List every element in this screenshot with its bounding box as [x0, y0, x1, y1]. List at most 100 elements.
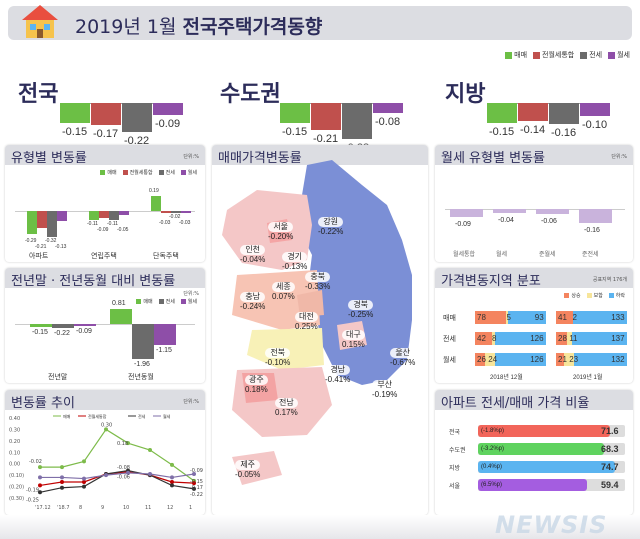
note-label: 공표지역 176개 — [592, 277, 627, 283]
summary-value: -0.15 — [62, 125, 88, 138]
summary-axis — [280, 103, 402, 104]
yoy-bar — [154, 324, 176, 345]
type-bar — [99, 211, 109, 219]
summary-value: -0.09 — [155, 117, 181, 130]
dist-value: 126 — [530, 355, 544, 364]
ratio-label: 전국 — [449, 430, 461, 436]
monthly-type-panel: 월세 유형별 변동률 단위:% -0.09 월세통합 -0.04 월세 -0.06 준월세… — [435, 145, 633, 262]
map-panel: 매매가격변동률 서울 -0.20% 인천 -0.04% 경기 -0.13% 강원 -0.22%… — [212, 145, 428, 515]
region-value: 0.17% — [275, 408, 298, 417]
ratio-change: (-3.2%p) — [481, 446, 505, 452]
monthly-value: -0.04 — [498, 216, 514, 224]
y-tick: 0.20 — [9, 439, 20, 445]
series-point — [82, 459, 86, 464]
type-value: -0.02 — [169, 214, 181, 221]
dist-row-label: 전세 — [443, 336, 456, 343]
map-region-label: 경기 -0.13% — [282, 252, 308, 272]
region-value: -0.33% — [305, 282, 331, 291]
x-tick: 11 — [145, 505, 151, 511]
type-value: -0.13 — [55, 243, 67, 250]
region-value: -0.04% — [240, 255, 266, 264]
y-tick: (0.20) — [9, 485, 24, 491]
summary-bar — [549, 103, 579, 124]
type-bar — [37, 211, 47, 228]
map-region-label: 제주 -0.05% — [235, 460, 261, 480]
type-value: -0.11 — [87, 220, 99, 227]
series-point — [148, 448, 152, 452]
dist-row-label: 매매 — [443, 315, 456, 322]
map-region-label: 대전 0.25% — [295, 312, 318, 332]
ratio-value: 74.7 — [601, 462, 619, 472]
dist-segment — [573, 311, 627, 324]
legend-label: 하락 — [615, 293, 625, 299]
legend-swatch — [505, 51, 513, 59]
series-point — [104, 427, 108, 432]
type-bar — [119, 211, 129, 215]
region-value: 0.18% — [245, 385, 268, 394]
series-point — [192, 472, 196, 476]
type-bar — [171, 211, 181, 213]
legend-label: 상승 — [571, 293, 581, 299]
region-value: -0.10% — [265, 358, 291, 367]
page-title: 2019년 1월 전국주택가격동향 — [75, 12, 322, 39]
dist-segment — [572, 311, 574, 324]
series-point — [170, 462, 174, 467]
map-region-label: 충남 -0.24% — [240, 292, 266, 312]
legend-label: 전세 — [589, 51, 603, 59]
legend-item: 월세 — [180, 169, 197, 176]
type-value: 0.19 — [149, 187, 159, 194]
region-name: 서울 — [268, 222, 294, 232]
summary-region-label: 전국 — [18, 82, 59, 107]
x-tick: '17.12 — [35, 505, 51, 511]
map-region-label: 충북 -0.33% — [305, 272, 331, 292]
y-tick: 0.40 — [9, 416, 20, 422]
summary-region-label: 수도권 — [220, 82, 281, 107]
legend-swatch — [100, 170, 106, 175]
distribution-panel: 가격변동지역 분포 공표지역 176개 상승 보합 하락 매매 78 5 93 41 2 133 전… — [435, 268, 633, 383]
dist-legend: 상승 보합 하락 — [564, 292, 625, 299]
ratio-value: 59.4 — [601, 480, 619, 490]
region-name: 충남 — [240, 292, 266, 302]
summary-bar — [122, 103, 152, 132]
ratio-label: 수도권 — [449, 448, 466, 454]
region-name: 충북 — [305, 272, 331, 282]
monthly-bar — [579, 209, 612, 224]
summary-value: -0.08 — [375, 116, 401, 129]
axis-line — [445, 209, 625, 210]
yoy-value: -1.96 — [134, 361, 150, 369]
series-point — [170, 483, 174, 488]
map-region-label: 경남 -0.41% — [325, 365, 351, 385]
summary-bar — [373, 103, 403, 114]
ratio-fill: (-3.2%p) — [478, 443, 604, 455]
legend-item: 상승 — [564, 292, 581, 299]
map-east-region — [297, 160, 412, 385]
series-point — [192, 481, 196, 486]
series-point — [60, 485, 64, 490]
region-value: 0.07% — [272, 292, 295, 301]
house-icon — [22, 5, 58, 38]
dist-segment — [491, 332, 496, 345]
type-change-panel: 유형별 변동률 단위:% 매매 전월세통합 전세 월세 -0.29 -0.21 -0.32-… — [5, 145, 205, 262]
legend-swatch — [122, 170, 128, 175]
dist-segment — [495, 353, 546, 366]
annotation: -0.19 — [26, 487, 39, 493]
legend-swatch — [586, 293, 592, 298]
x-tick: 9 — [101, 505, 104, 511]
summary-axis — [60, 103, 182, 104]
annotation: -0.09 — [190, 468, 203, 474]
series-line — [39, 469, 195, 493]
region-value: -0.19% — [372, 390, 398, 399]
series-point — [170, 480, 174, 484]
dist-value: 11 — [569, 334, 578, 343]
region-value: -0.05% — [235, 470, 261, 479]
dist-period: 2019년 1월 — [573, 375, 603, 381]
summary-value: -0.22 — [124, 134, 150, 147]
dist-segment — [475, 353, 486, 366]
dist-segment — [475, 311, 507, 324]
ratio-panel: 아파트 전세/매매 가격 비율 전국 (-1.8%p) 71.6 수도권 (-3.2%p… — [435, 390, 633, 515]
region-value: -0.25% — [348, 310, 374, 319]
type-bar — [151, 195, 161, 211]
region-name: 인천 — [240, 245, 266, 255]
yoy-legend: 매매 전세 월세 — [136, 298, 197, 305]
monthly-value: -0.16 — [584, 227, 600, 235]
